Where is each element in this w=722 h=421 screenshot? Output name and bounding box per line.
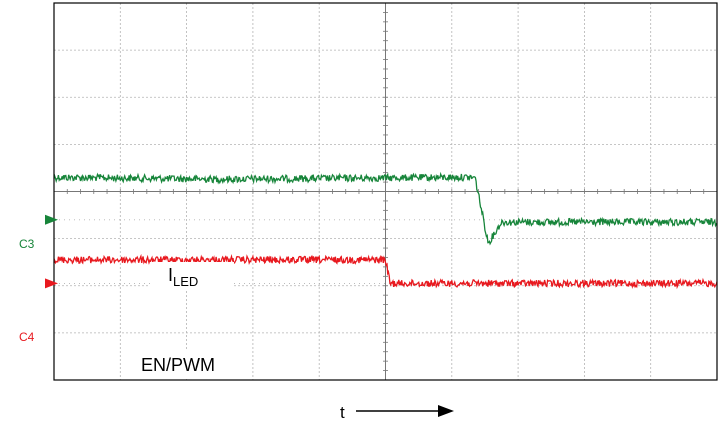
iled-label: ILED <box>168 265 198 289</box>
plot-frame <box>53 2 718 381</box>
ch3-marker-label: C3 <box>19 237 35 251</box>
iled-label-subscript: LED <box>173 274 198 289</box>
traces <box>53 171 718 290</box>
trace-c3 <box>53 171 718 246</box>
trace-c4 <box>53 253 718 290</box>
ch4-marker-arrow <box>45 278 58 289</box>
ch4-marker-label: C4 <box>19 330 35 344</box>
time-arrow-head <box>438 405 454 417</box>
iled-label-main: I <box>168 265 173 285</box>
time-axis-label: t <box>340 403 345 421</box>
en-pwm-label-background <box>135 350 240 377</box>
iled-label-background <box>150 262 234 289</box>
ch3-marker-arrow <box>45 214 58 225</box>
grid <box>53 2 718 381</box>
en-pwm-label: EN/PWM <box>141 355 215 375</box>
